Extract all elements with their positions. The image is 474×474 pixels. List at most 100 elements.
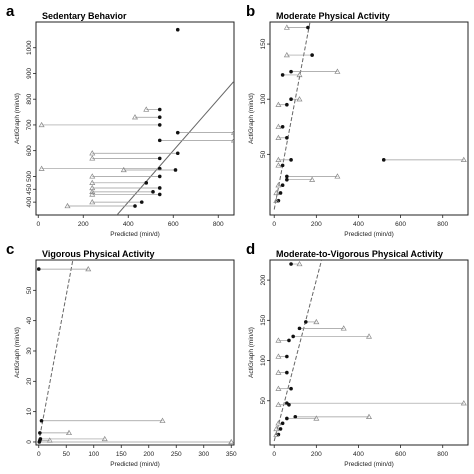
data-point — [39, 418, 44, 423]
identity-line — [273, 22, 311, 210]
triangle-point — [228, 438, 234, 445]
data-point — [157, 156, 162, 161]
data-point — [280, 124, 285, 129]
data-point — [157, 107, 162, 112]
panel-d: d Moderate-to-Vigorous Physical Activity 0… — [246, 241, 469, 468]
y-tick-label: 10 — [26, 408, 33, 416]
triangle-point — [275, 337, 282, 343]
triangle-point — [143, 106, 150, 112]
data-point — [133, 204, 137, 208]
x-tick-label: 0 — [36, 221, 40, 228]
x-tick-label: 50 — [63, 451, 71, 458]
triangle-point — [89, 179, 96, 185]
triangle-point — [334, 173, 341, 179]
y-tick-label: 50 — [260, 150, 267, 158]
data-point — [175, 27, 180, 32]
y-axis-label: ActiGraph (min/d) — [14, 93, 21, 144]
y-tick-label: 100 — [260, 93, 267, 104]
plot-area — [36, 260, 234, 445]
triangle-point — [273, 189, 280, 196]
data-point — [289, 158, 293, 162]
panel-a: a Sedentary Behavior 0 200 400 600 800 400 45050… — [6, 3, 235, 238]
data-point — [151, 190, 155, 194]
triangle-point — [460, 156, 467, 163]
triangle-point — [65, 429, 73, 436]
panel-letter: b — [246, 3, 255, 20]
x-tick-label: 800 — [437, 221, 448, 228]
x-tick-label: 200 — [311, 221, 322, 228]
triangle-point — [275, 385, 282, 391]
y-tick-label: 450 — [26, 183, 33, 194]
x-axis-label: Predicted (min/d) — [110, 461, 160, 468]
data-point — [157, 192, 162, 197]
triangle-point — [38, 165, 45, 171]
x-tick-label: 600 — [168, 221, 179, 228]
data-point — [306, 25, 310, 30]
x-tick-label: 800 — [213, 221, 224, 228]
panel-letter: d — [246, 241, 255, 258]
triangle-point — [275, 134, 282, 140]
y-tick-label: 600 — [26, 145, 33, 156]
triangle-point — [313, 318, 320, 325]
triangle-point — [275, 101, 282, 107]
panel-letter: a — [6, 3, 15, 20]
triangle-point — [273, 431, 280, 437]
x-tick-label: 150 — [116, 451, 127, 458]
triangle-point — [120, 166, 127, 173]
data-point — [157, 138, 162, 143]
triangle-point — [275, 123, 282, 129]
x-tick-label: 250 — [171, 451, 182, 458]
triangle-point — [283, 51, 290, 58]
panel-b: b Moderate Physical Activity 0 200 400 600 800… — [246, 3, 469, 238]
triangle-point — [296, 260, 303, 267]
y-tick-label: 800 — [26, 93, 33, 104]
x-tick-label: 200 — [143, 451, 154, 458]
triangle-point — [275, 369, 282, 375]
data-point — [157, 174, 162, 179]
data-point — [278, 191, 283, 195]
y-tick-label: 500 — [26, 171, 33, 182]
x-tick-label: 800 — [437, 451, 448, 458]
data-point — [289, 97, 293, 101]
x-tick-label: 400 — [353, 221, 364, 228]
plot-frame — [269, 259, 469, 446]
plot-area — [38, 27, 234, 215]
y-tick-label: 0 — [26, 440, 33, 444]
triangle-point — [38, 121, 45, 128]
x-tick-label: 400 — [353, 451, 364, 458]
plot-frame — [35, 21, 235, 216]
y-tick-label: 30 — [26, 347, 33, 355]
y-tick-label: 100 — [260, 355, 267, 366]
data-point — [280, 421, 285, 426]
identity-line — [273, 260, 323, 442]
x-tick-label: 0 — [37, 451, 41, 458]
triangle-point — [159, 417, 166, 423]
triangle-point — [275, 401, 282, 407]
data-point — [297, 326, 302, 331]
y-tick-label: 20 — [26, 377, 33, 385]
triangle-point — [460, 400, 467, 406]
data-point — [304, 320, 308, 324]
y-tick-label: 700 — [26, 119, 33, 130]
y-tick-label: 150 — [260, 38, 267, 49]
triangle-point — [275, 353, 282, 359]
data-point — [173, 168, 178, 172]
data-point — [285, 416, 289, 421]
identity-line — [116, 80, 234, 215]
x-tick-label: 300 — [198, 451, 209, 458]
data-point — [157, 115, 162, 120]
data-point — [280, 73, 285, 77]
x-axis-label: Predicted (min/d) — [344, 461, 394, 468]
data-point — [289, 386, 293, 391]
x-tick-label: 600 — [395, 221, 406, 228]
data-point — [285, 136, 289, 140]
triangle-point — [365, 413, 373, 419]
data-point — [285, 174, 289, 179]
plot-area — [273, 260, 467, 442]
data-point — [285, 102, 289, 107]
triangle-point — [283, 24, 290, 30]
x-tick-label: 600 — [395, 451, 406, 458]
triangle-point — [131, 114, 139, 120]
triangle-point — [334, 68, 341, 74]
